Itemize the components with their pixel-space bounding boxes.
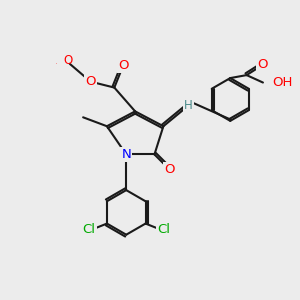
Text: H: H <box>184 99 193 112</box>
Text: O: O <box>64 54 73 67</box>
Text: OH: OH <box>272 76 292 89</box>
Text: O: O <box>56 63 57 64</box>
Text: O: O <box>258 58 268 71</box>
Text: O: O <box>164 163 175 176</box>
Text: Cl: Cl <box>157 223 170 236</box>
Text: Cl: Cl <box>82 223 96 236</box>
Text: O: O <box>118 59 128 72</box>
Text: N: N <box>121 148 131 161</box>
Text: O: O <box>85 75 96 88</box>
